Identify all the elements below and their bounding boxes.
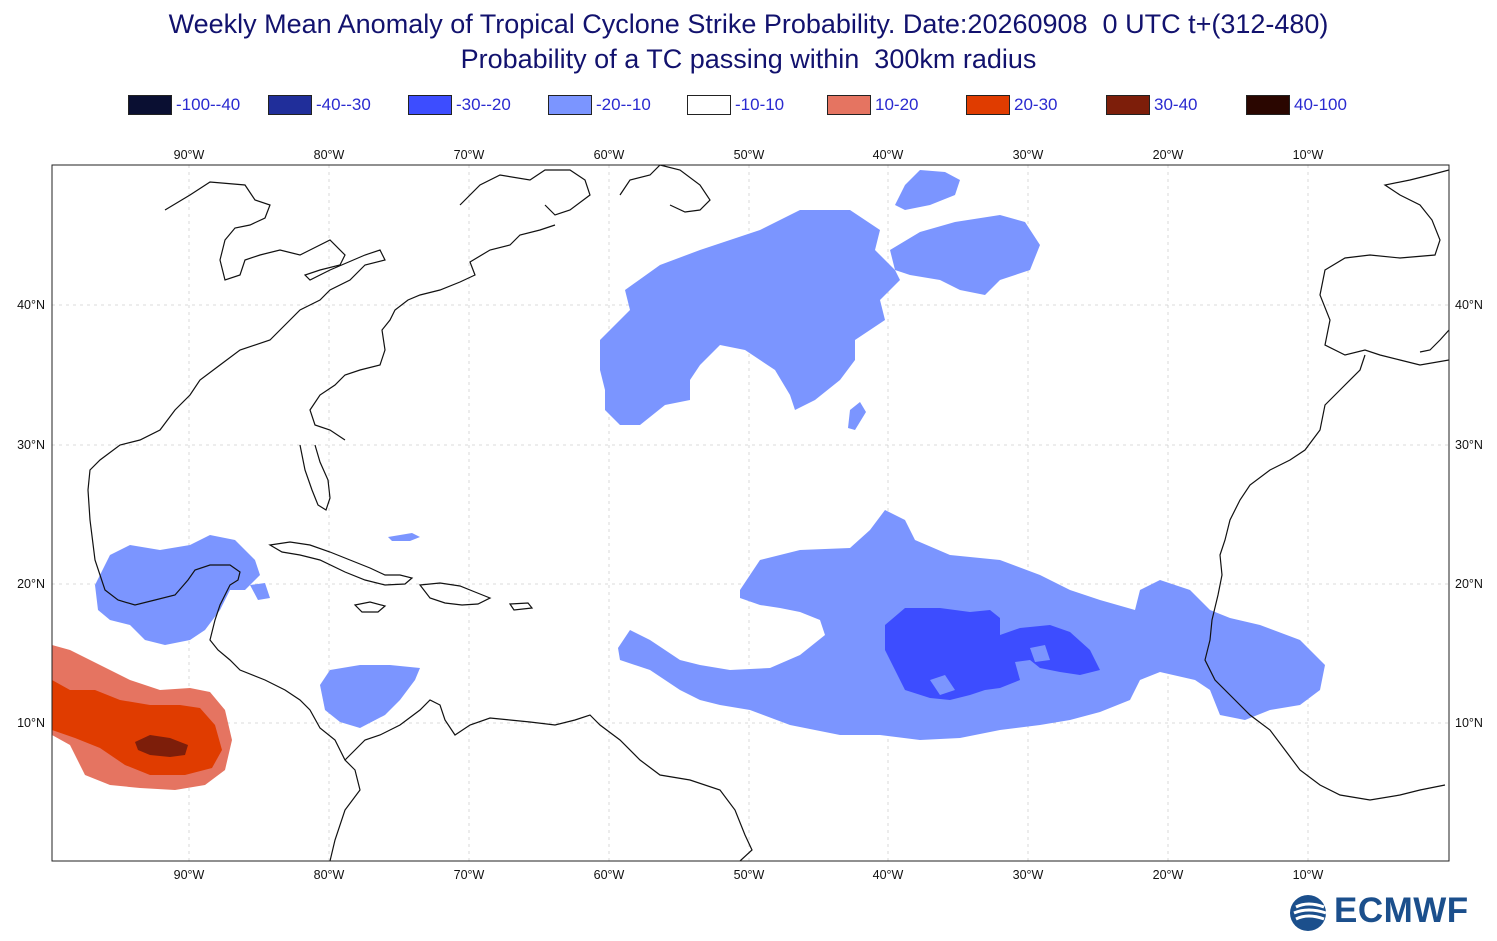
lat-labels-left: 40°N 30°N 20°N 10°N (17, 298, 45, 730)
legend-label: -40--30 (316, 95, 371, 114)
lon-tick-label: 10°W (1293, 868, 1324, 882)
lon-tick-label: 70°W (454, 148, 485, 162)
lat-tick-label: 10°N (17, 716, 45, 730)
shade-north-atlantic-east (890, 215, 1040, 295)
lon-tick-label: 20°W (1153, 868, 1184, 882)
legend-label: 40-100 (1294, 95, 1347, 114)
lat-labels-right: 40°N 30°N 20°N 10°N (1455, 298, 1483, 730)
graticule (52, 165, 1449, 861)
coastlines (87, 165, 1449, 861)
anomaly-pos (52, 645, 232, 790)
coast-south-america (344, 699, 753, 861)
legend-label: -100--40 (176, 95, 241, 114)
lat-tick-label: 40°N (17, 298, 45, 312)
ecmwf-logo: ECMWF (1288, 891, 1488, 935)
lat-tick-label: 30°N (17, 438, 45, 452)
legend-swatch (1106, 95, 1150, 115)
lon-tick-label: 50°W (734, 868, 765, 882)
lon-tick-label: 80°W (314, 148, 345, 162)
lon-labels-bottom: 90°W 80°W 70°W 60°W 50°W 40°W 30°W 20°W … (174, 868, 1324, 882)
shade-bahamas-fleck (388, 533, 420, 541)
coast-canada-maritime (459, 169, 591, 216)
shade-north-atlantic-west (600, 210, 900, 425)
lon-tick-label: 10°W (1293, 148, 1324, 162)
anomaly-neg-20-10 (95, 170, 1325, 740)
legend-label: 20-30 (1014, 95, 1058, 114)
logo-text: ECMWF (1334, 891, 1469, 930)
shade-core-notch2 (1030, 645, 1050, 662)
legend-swatch (966, 95, 1010, 115)
coast-iberia (1419, 329, 1449, 353)
legend-label: -10-10 (735, 95, 785, 114)
legend-swatch (827, 95, 871, 115)
coast-us-east (309, 224, 556, 441)
coast-hispaniola (418, 582, 492, 606)
coast-jamaica (353, 601, 387, 613)
lon-tick-label: 90°W (174, 148, 205, 162)
chart-title: Weekly Mean Anomaly of Tropical Cyclone … (168, 9, 1329, 39)
lon-tick-label: 20°W (1153, 148, 1184, 162)
lat-tick-label: 20°N (17, 577, 45, 591)
lon-tick-label: 30°W (1013, 148, 1044, 162)
map-frame (51, 164, 1450, 862)
shade-caribbean (320, 665, 420, 728)
anomaly-neg-30-20 (885, 608, 1100, 700)
legend-label: -30--20 (456, 95, 511, 114)
lon-tick-label: 40°W (873, 868, 904, 882)
coast-north-america (87, 181, 386, 861)
shade-small-spot (848, 402, 866, 430)
lon-tick-label: 60°W (594, 868, 625, 882)
chart-subtitle: Probability of a TC passing within 300km… (460, 44, 1037, 74)
shade-core-notch (930, 675, 955, 695)
legend-swatch (1246, 95, 1290, 115)
lon-tick-label: 70°W (454, 868, 485, 882)
lat-tick-label: 40°N (1455, 298, 1483, 312)
legend: -100--40 -40--30 -30--20 -20--10 -10-10 … (0, 94, 1497, 120)
legend-label: -20--10 (596, 95, 651, 114)
lon-tick-label: 40°W (873, 148, 904, 162)
shade-core-main (885, 608, 1100, 700)
coast-africa (1204, 169, 1449, 801)
shade-gulf-of-mexico (95, 535, 260, 645)
legend-swatch (687, 95, 731, 115)
coast-florida (299, 444, 331, 511)
coast-cuba (268, 541, 414, 586)
legend-label: 30-40 (1154, 95, 1198, 114)
lat-tick-label: 10°N (1455, 716, 1483, 730)
lon-tick-label: 80°W (314, 868, 345, 882)
coast-newfoundland (619, 165, 711, 213)
shade-north-atlantic-north (895, 170, 960, 210)
legend-swatch (408, 95, 452, 115)
lon-labels-top: 90°W 80°W 70°W 60°W 50°W 40°W 30°W 20°W … (174, 148, 1324, 162)
coast-puerto-rico (508, 602, 534, 611)
legend-label: 10-20 (875, 95, 919, 114)
lon-tick-label: 30°W (1013, 868, 1044, 882)
lon-tick-label: 60°W (594, 148, 625, 162)
shade-30-40 (135, 735, 188, 757)
shade-florida-straits-fleck (250, 583, 270, 600)
ecmwf-emblem-icon (1290, 895, 1327, 931)
legend-swatch (268, 95, 312, 115)
lat-tick-label: 20°N (1455, 577, 1483, 591)
lon-tick-label: 90°W (174, 868, 205, 882)
legend-swatch (548, 95, 592, 115)
legend-swatch (128, 95, 172, 115)
lon-tick-label: 50°W (734, 148, 765, 162)
lat-tick-label: 30°N (1455, 438, 1483, 452)
